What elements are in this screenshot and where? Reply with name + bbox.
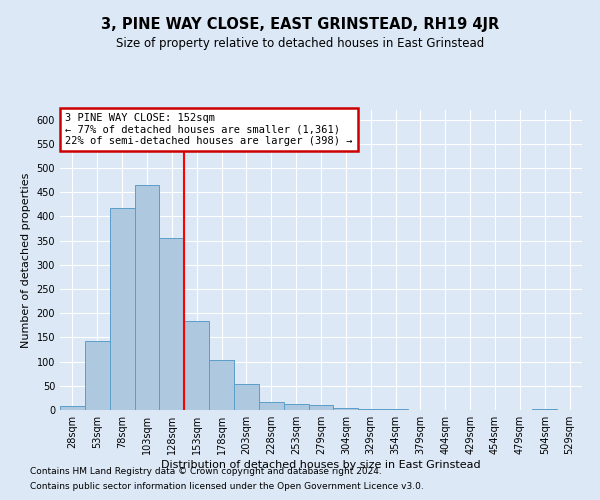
Bar xyxy=(383,409,408,410)
X-axis label: Distribution of detached houses by size in East Grinstead: Distribution of detached houses by size … xyxy=(161,460,481,470)
Bar xyxy=(358,408,383,410)
Bar xyxy=(60,406,85,410)
Bar xyxy=(334,408,358,410)
Bar xyxy=(308,405,334,410)
Bar xyxy=(85,341,110,410)
Y-axis label: Number of detached properties: Number of detached properties xyxy=(21,172,31,348)
Bar xyxy=(532,408,557,410)
Bar xyxy=(134,185,160,410)
Text: 3, PINE WAY CLOSE, EAST GRINSTEAD, RH19 4JR: 3, PINE WAY CLOSE, EAST GRINSTEAD, RH19 … xyxy=(101,18,499,32)
Text: 3 PINE WAY CLOSE: 152sqm
← 77% of detached houses are smaller (1,361)
22% of sem: 3 PINE WAY CLOSE: 152sqm ← 77% of detach… xyxy=(65,113,353,146)
Bar xyxy=(110,208,134,410)
Text: Size of property relative to detached houses in East Grinstead: Size of property relative to detached ho… xyxy=(116,38,484,51)
Bar xyxy=(234,384,259,410)
Bar xyxy=(160,238,184,410)
Bar xyxy=(259,402,284,410)
Text: Contains public sector information licensed under the Open Government Licence v3: Contains public sector information licen… xyxy=(30,482,424,491)
Text: Contains HM Land Registry data © Crown copyright and database right 2024.: Contains HM Land Registry data © Crown c… xyxy=(30,467,382,476)
Bar xyxy=(184,322,209,410)
Bar xyxy=(209,360,234,410)
Bar xyxy=(284,404,308,410)
